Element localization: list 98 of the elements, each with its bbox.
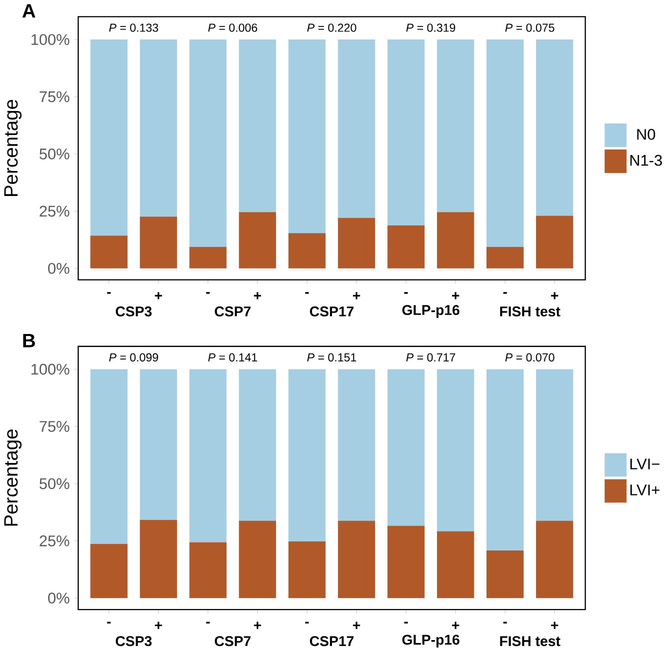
x-tick-label: + <box>452 292 460 300</box>
bar <box>238 369 276 521</box>
bar <box>140 369 178 520</box>
y-tick-label: 100% <box>32 34 70 46</box>
y-tick-label: 75% <box>40 421 70 432</box>
bar <box>90 369 128 544</box>
bar <box>189 369 227 542</box>
bar <box>189 40 227 247</box>
annotation: P = 0.151 <box>307 353 356 362</box>
bar <box>436 531 474 598</box>
bar <box>140 520 178 598</box>
bar <box>536 216 574 268</box>
x-tick-label: + <box>352 622 360 630</box>
x-tick-label: + <box>254 292 262 300</box>
text: CSP17 <box>310 636 354 646</box>
text: CSP3 <box>116 636 152 646</box>
x-tick-label: + <box>154 622 162 630</box>
chart-title: B <box>23 334 35 348</box>
bar <box>387 40 425 226</box>
bar <box>189 246 227 268</box>
y-tick-label: 0% <box>48 592 70 604</box>
y-tick-label: 50% <box>40 148 70 160</box>
x-tick-label: - <box>503 622 507 624</box>
y-axis-title: Percentage <box>4 100 22 196</box>
x-tick-label: - <box>305 622 309 624</box>
bar <box>288 233 326 268</box>
annotation: P = 0.133 <box>109 24 158 32</box>
legend-label: N1-3 <box>630 154 662 166</box>
bar <box>338 369 376 521</box>
x-tick-label: - <box>107 622 111 624</box>
bar <box>436 212 474 268</box>
x-tick-label: + <box>352 292 360 300</box>
annotation: P = 0.099 <box>109 353 158 362</box>
bar <box>288 541 326 598</box>
annotation: P = 0.141 <box>208 353 258 362</box>
bar <box>338 218 376 268</box>
x-tick-label: + <box>254 622 262 630</box>
x-tick-label: + <box>154 292 162 300</box>
x-tick-label: - <box>305 292 309 294</box>
x-tick-label: - <box>107 292 111 294</box>
text: FISH test <box>500 636 560 646</box>
text: CSP7 <box>214 636 251 646</box>
text: GLP-p16 <box>402 305 460 318</box>
bar <box>140 40 178 217</box>
text: FISH test <box>500 306 560 317</box>
bar <box>536 40 574 216</box>
y-tick-label: 25% <box>40 206 70 217</box>
text: CSP7 <box>214 306 251 317</box>
bar <box>90 236 128 268</box>
bar <box>536 520 574 598</box>
bar <box>288 369 326 542</box>
bar <box>288 40 326 234</box>
bar <box>189 542 227 598</box>
y-tick-label: 0% <box>48 263 70 274</box>
bar <box>387 369 425 526</box>
bar <box>486 550 524 598</box>
bar <box>436 40 474 212</box>
annotation: P = 0.075 <box>505 24 554 32</box>
y-tick-label: 50% <box>40 478 70 490</box>
bar <box>486 40 524 247</box>
y-axis-title: Percentage <box>4 430 22 526</box>
bar <box>140 216 178 268</box>
text: GLP-p16 <box>402 634 460 648</box>
x-tick-label: + <box>551 622 558 630</box>
y-tick-label: 100% <box>32 364 70 375</box>
y-tick-label: 25% <box>40 536 70 546</box>
x-tick-label: + <box>452 622 460 630</box>
legend-label: N0 <box>637 129 656 140</box>
x-tick-label: - <box>404 292 408 294</box>
x-tick-label: + <box>551 292 558 300</box>
legend-label: LVI− <box>630 458 660 470</box>
bar <box>536 369 574 521</box>
bar <box>90 544 128 598</box>
annotation: P = 0.070 <box>505 353 554 362</box>
chart-title: A <box>22 4 36 18</box>
x-tick-label: - <box>206 622 210 624</box>
legend-label: LVI+ <box>630 484 660 496</box>
annotation: P = 0.319 <box>406 24 456 32</box>
annotation: P = 0.006 <box>208 24 258 32</box>
annotation: P = 0.717 <box>406 353 456 362</box>
text: CSP17 <box>310 306 354 317</box>
annotation: P = 0.220 <box>307 24 356 32</box>
bar <box>387 526 425 598</box>
bar <box>338 40 376 218</box>
x-tick-label: - <box>206 292 210 294</box>
bar <box>436 369 474 532</box>
bar <box>238 212 276 268</box>
text: CSP3 <box>116 306 152 317</box>
x-tick-label: - <box>404 622 408 624</box>
bar <box>486 246 524 268</box>
y-tick-label: 75% <box>40 91 70 102</box>
bar <box>486 369 524 551</box>
bar <box>238 520 276 598</box>
x-tick-label: - <box>503 292 507 294</box>
bar <box>387 225 425 268</box>
bar <box>338 520 376 598</box>
bar <box>90 40 128 236</box>
bar <box>238 40 276 212</box>
